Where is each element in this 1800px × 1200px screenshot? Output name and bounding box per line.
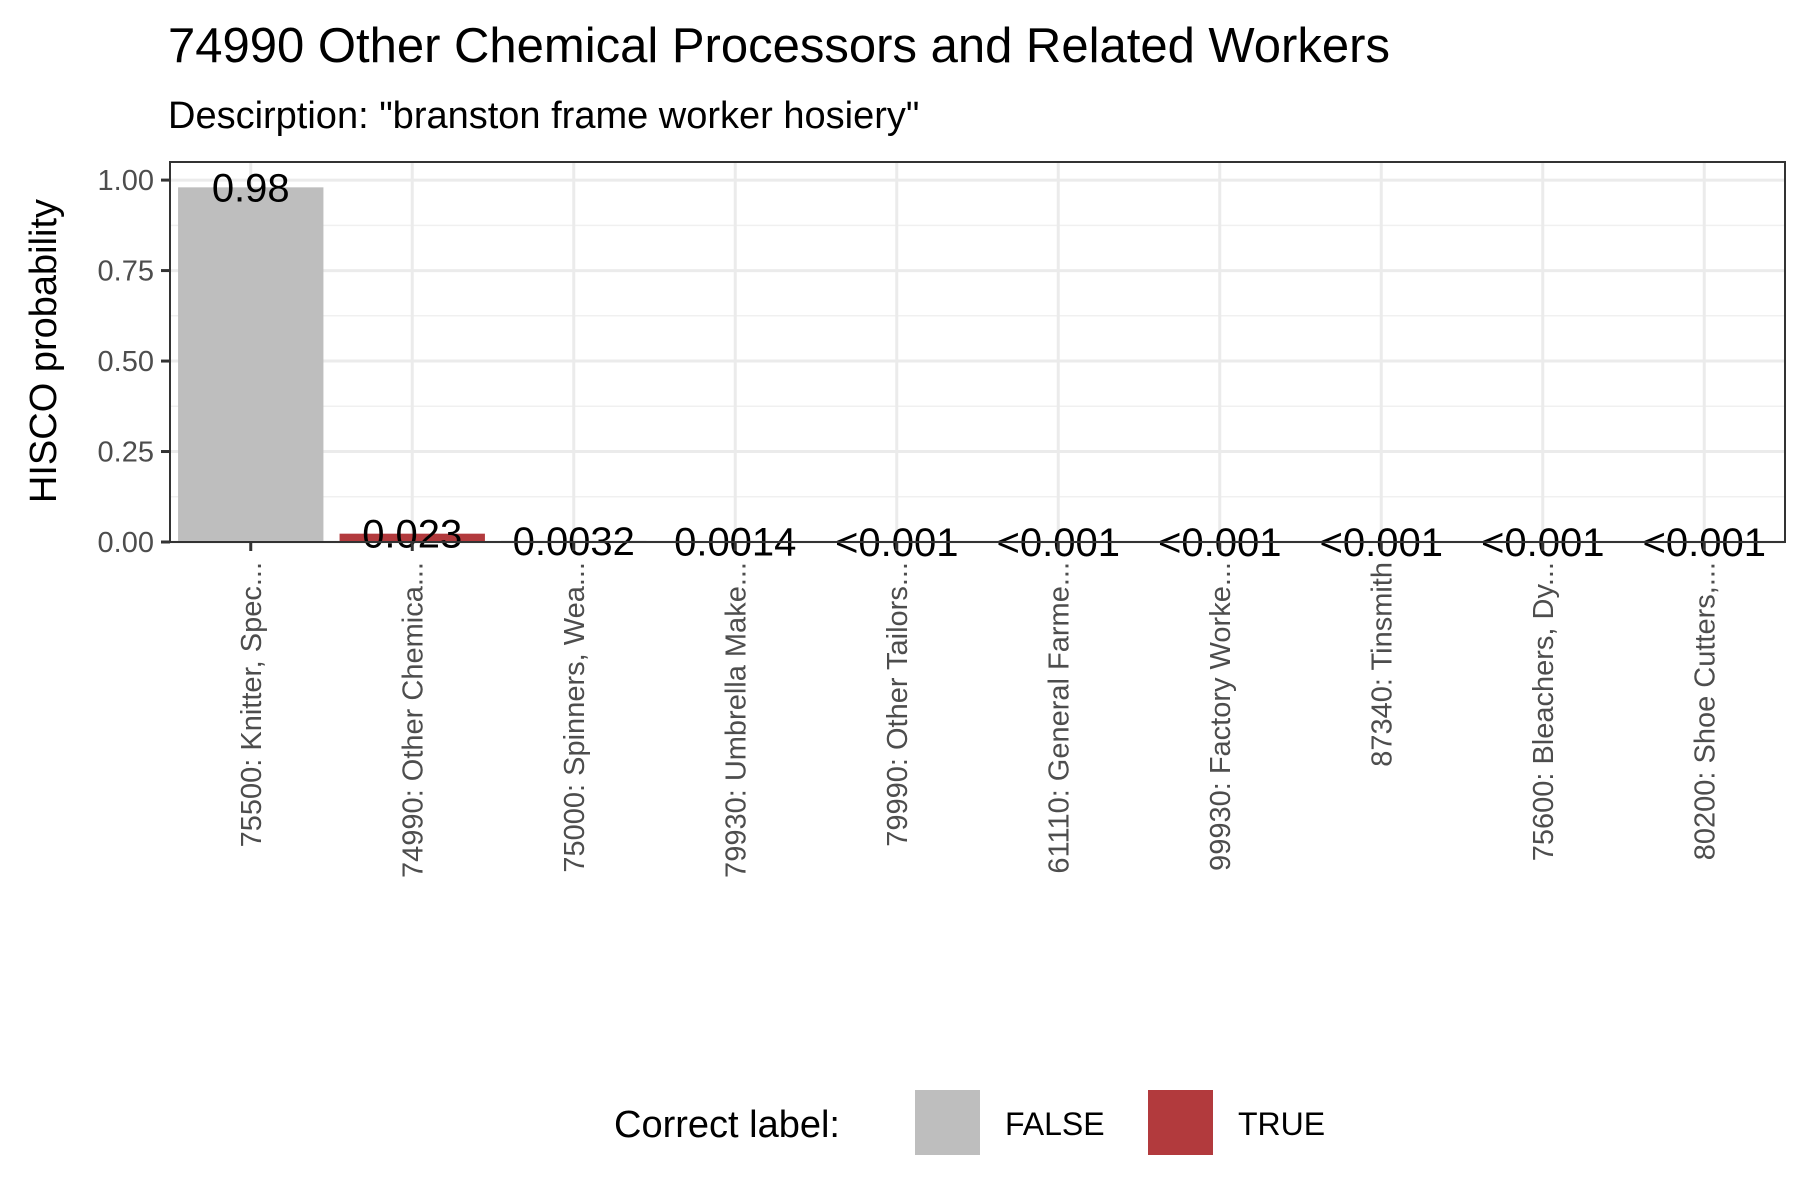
x-tick-label: 61110: General Farme... [1043, 562, 1075, 874]
legend: Correct label: FALSE TRUE [614, 1090, 1325, 1155]
x-tick-label: 80200: Shoe Cutters,... [1689, 562, 1721, 860]
minor-gridlines [170, 224, 1785, 498]
legend-title: Correct label: [614, 1104, 840, 1146]
x-tick-label: 99930: Factory Worke... [1205, 562, 1237, 871]
bars [178, 187, 1777, 543]
x-tick-label: 79990: Other Tailors... [882, 562, 914, 847]
x-tick-label: 75500: Knitter, Spec... [236, 562, 268, 847]
x-tick-label: 75600: Bleachers, Dy... [1528, 562, 1560, 861]
x-tick-label: 87340: Tinsmith [1366, 562, 1398, 767]
bar [339, 533, 485, 542]
y-tick-label: 1.00 [98, 165, 154, 197]
x-tick-label: 79930: Umbrella Make... [720, 562, 752, 878]
y-tick-label: 0.75 [98, 256, 154, 288]
y-tick-label: 0.50 [98, 346, 154, 378]
legend-label-false: FALSE [1005, 1106, 1105, 1142]
y-axis-label: HISCO probability [23, 199, 65, 503]
y-tick-label: 0.00 [98, 527, 154, 559]
data-label: 0.98 [212, 166, 290, 210]
chart-subtitle: Descirption: "branston frame worker hosi… [168, 95, 919, 137]
legend-key-true [1148, 1090, 1213, 1155]
x-tick-label: 74990: Other Chemica... [397, 562, 429, 878]
y-axis: 0.00 0.25 0.50 0.75 1.00 [98, 165, 170, 559]
chart-title: 74990 Other Chemical Processors and Rela… [168, 19, 1390, 73]
y-tick-label: 0.25 [98, 437, 154, 469]
bar [178, 187, 324, 543]
plot-panel-border [169, 161, 1786, 543]
x-tick-label: 75000: Spinners, Wea... [559, 562, 591, 873]
x-axis: 75500: Knitter, Spec... 74990: Other Chem… [236, 542, 1721, 878]
legend-label-true: TRUE [1238, 1106, 1325, 1142]
legend-key-false [915, 1090, 980, 1155]
